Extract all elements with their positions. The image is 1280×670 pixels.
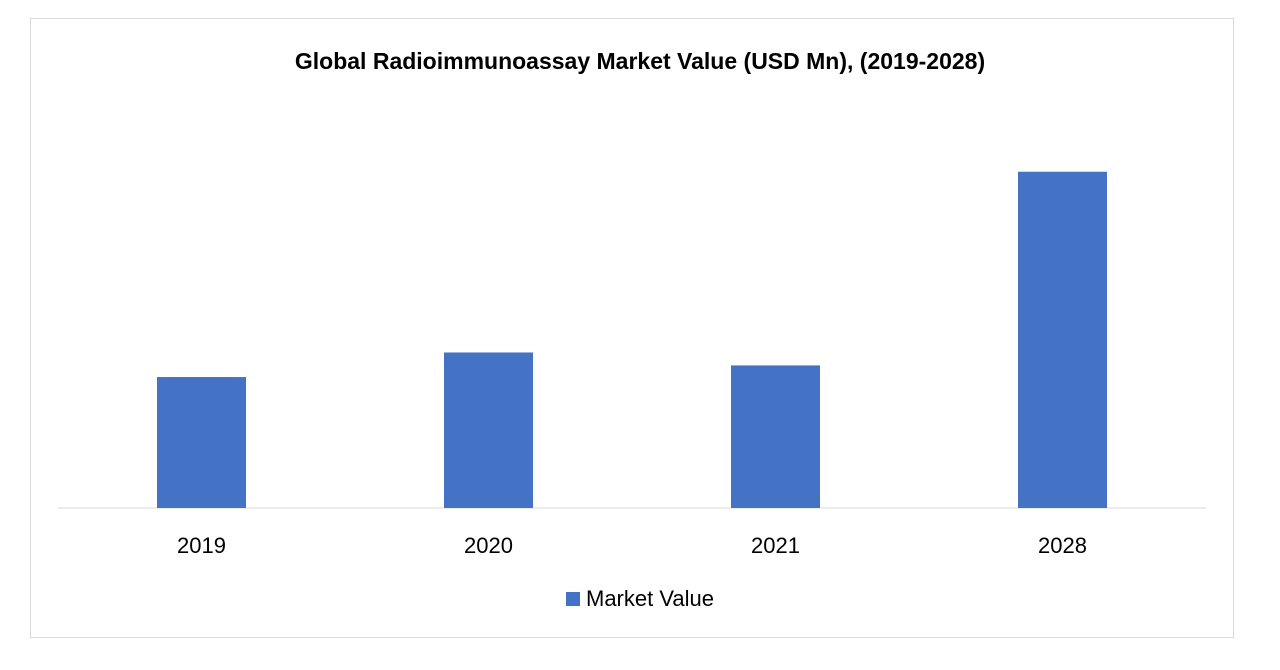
legend-label: Market Value (586, 586, 714, 611)
bar-2021 (731, 365, 820, 508)
x-tick-label-2021: 2021 (751, 533, 800, 558)
bar-2020 (444, 352, 533, 508)
x-tick-label-2020: 2020 (464, 533, 513, 558)
bar-2028 (1018, 171, 1107, 508)
legend: Market Value (0, 586, 1280, 612)
legend-swatch (566, 592, 580, 606)
chart-title: Global Radioimmunoassay Market Value (US… (294, 48, 986, 74)
x-tick-label-2028: 2028 (1038, 533, 1087, 558)
bar-2019 (157, 377, 246, 508)
x-tick-label-2019: 2019 (177, 533, 226, 558)
